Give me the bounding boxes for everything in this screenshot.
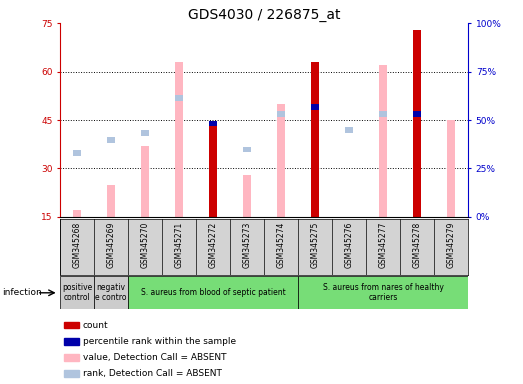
Bar — [60, 276, 94, 309]
Bar — [73, 150, 82, 156]
Text: infection: infection — [3, 288, 42, 297]
Bar — [141, 146, 150, 217]
Bar — [413, 30, 422, 217]
Bar — [73, 210, 82, 217]
Text: S. aureus from nares of healthy
carriers: S. aureus from nares of healthy carriers — [323, 283, 444, 303]
Bar — [64, 370, 78, 377]
Bar — [379, 111, 388, 117]
Bar — [209, 121, 218, 126]
Bar — [175, 95, 184, 101]
Bar — [128, 276, 298, 309]
Bar — [277, 104, 286, 217]
Text: GSM345273: GSM345273 — [243, 222, 252, 268]
Bar — [447, 120, 456, 217]
Bar — [107, 137, 116, 142]
Text: S. aureus from blood of septic patient: S. aureus from blood of septic patient — [141, 288, 286, 297]
Text: percentile rank within the sample: percentile rank within the sample — [83, 337, 236, 346]
Text: GSM345274: GSM345274 — [277, 222, 286, 268]
Text: GSM345269: GSM345269 — [107, 222, 116, 268]
Text: GSM345268: GSM345268 — [73, 222, 82, 268]
Bar — [175, 62, 184, 217]
Bar — [379, 65, 388, 217]
Text: positive
control: positive control — [62, 283, 92, 303]
Bar — [277, 111, 286, 117]
Bar — [141, 130, 150, 136]
Bar — [298, 276, 468, 309]
Text: value, Detection Call = ABSENT: value, Detection Call = ABSENT — [83, 353, 226, 362]
Bar — [243, 147, 252, 152]
Text: GSM345275: GSM345275 — [311, 222, 320, 268]
Text: count: count — [83, 321, 108, 329]
Text: GSM345276: GSM345276 — [345, 222, 354, 268]
Text: GSM345272: GSM345272 — [209, 222, 218, 268]
Text: rank, Detection Call = ABSENT: rank, Detection Call = ABSENT — [83, 369, 221, 378]
Title: GDS4030 / 226875_at: GDS4030 / 226875_at — [188, 8, 340, 22]
Bar — [311, 104, 320, 110]
Text: GSM345271: GSM345271 — [175, 222, 184, 268]
Bar — [64, 354, 78, 361]
Text: negativ
e contro: negativ e contro — [95, 283, 127, 303]
Bar — [345, 127, 354, 133]
Bar — [107, 185, 116, 217]
Text: GSM345277: GSM345277 — [379, 222, 388, 268]
Bar — [413, 111, 422, 117]
Bar — [243, 175, 252, 217]
Bar — [64, 322, 78, 328]
Bar — [209, 126, 218, 217]
Bar — [311, 62, 320, 217]
Bar — [64, 338, 78, 344]
Text: GSM345278: GSM345278 — [413, 222, 422, 268]
Bar — [94, 276, 128, 309]
Text: GSM345270: GSM345270 — [141, 222, 150, 268]
Text: GSM345279: GSM345279 — [447, 222, 456, 268]
